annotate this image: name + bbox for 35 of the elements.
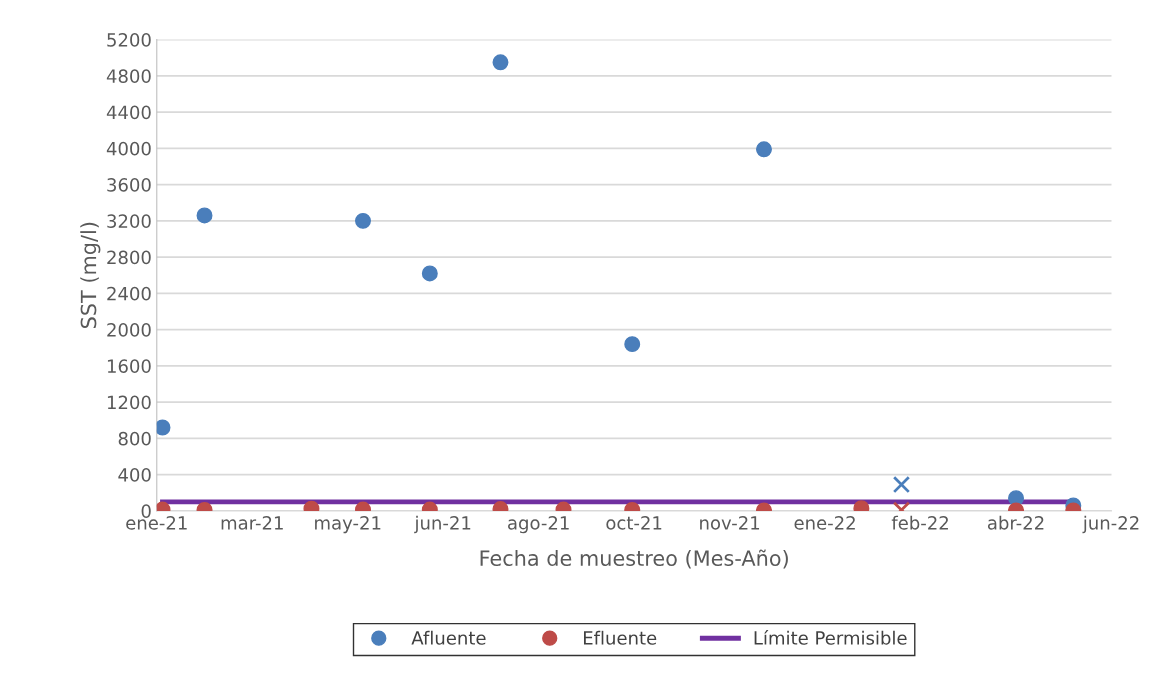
x-tick-label: ene-22 <box>794 516 855 530</box>
y-axis-title: SST (mg/l) <box>80 222 101 329</box>
x-tick-label: may-21 <box>315 516 381 534</box>
y-tick-label: 2400 <box>107 286 151 301</box>
x-axis-title: Fecha de muestreo (Mes-Año) <box>480 549 788 569</box>
x-tick-label: ago-21 <box>508 516 569 534</box>
y-tick-label: 400 <box>118 468 151 482</box>
x-tick-label: jun-22 <box>1082 515 1139 534</box>
point <box>756 141 772 158</box>
y-tick-label: 4800 <box>106 69 151 83</box>
y-tick-label: 1600 <box>107 359 151 373</box>
x-tick-label: mar-21 <box>221 516 283 530</box>
y-tick-label: 3600 <box>107 178 151 192</box>
legend-label: Afluente <box>411 630 486 645</box>
y-tick-label: 4400 <box>106 105 151 120</box>
point <box>421 265 438 282</box>
y-tick-label: 800 <box>118 431 151 446</box>
point <box>196 207 213 224</box>
point <box>355 212 371 229</box>
y-tick-label: 5200 <box>107 33 151 47</box>
y-tick-label: 2000 <box>107 323 151 337</box>
y-tick-label: 4000 <box>106 141 151 156</box>
y-tick-label: 1200 <box>107 395 151 410</box>
x-tick-label: feb-22 <box>891 515 948 530</box>
legend-label: Límite Permisible <box>754 630 907 645</box>
y-tick-label: 3200 <box>107 214 151 228</box>
y-tick-label: 2800 <box>107 250 151 265</box>
x-tick-label: ene-21 <box>126 516 187 530</box>
x-tick-label: jun-21 <box>414 515 471 534</box>
x-tick-label: abr-22 <box>987 515 1044 530</box>
legend-label: Efluente <box>584 630 657 645</box>
x-tick-label: nov-21 <box>700 516 760 530</box>
point <box>492 54 509 71</box>
x-tick-label: oct-21 <box>606 516 662 530</box>
y-tick-label: 0 <box>141 504 151 518</box>
